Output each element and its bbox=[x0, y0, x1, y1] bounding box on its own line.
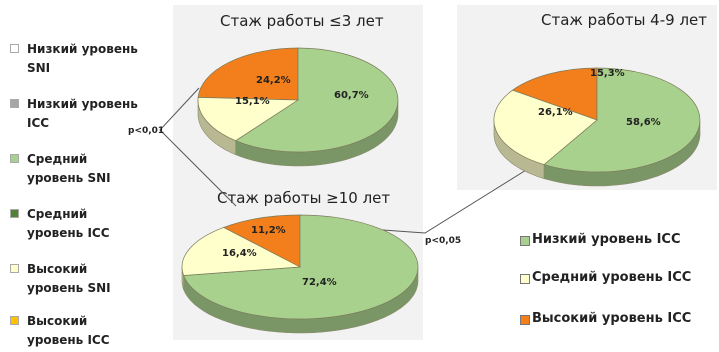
pie-slice-label: 60,7% bbox=[334, 90, 369, 101]
pie-chart-le3: 24,2% 60,7% 15,1% bbox=[197, 47, 399, 167]
pie-slice-label: 15,3% bbox=[590, 68, 625, 79]
pie-slice bbox=[543, 67, 701, 173]
pie-slice bbox=[222, 214, 301, 268]
pie-slice-label: 11,2% bbox=[251, 225, 286, 236]
chart-title-ge10: Стаж работы ≥10 лет bbox=[217, 189, 391, 207]
legend-swatch bbox=[10, 154, 19, 163]
chart-title-4-9: Стаж работы 4-9 лет bbox=[541, 11, 707, 29]
connector-line-le3-ge10 bbox=[159, 87, 237, 207]
legend-swatch bbox=[10, 44, 19, 53]
charts-svg: 24,2% 60,7% 15,1% 15,3% 58,6% 26,1% 11,2% 72,… bbox=[159, 47, 701, 334]
legend-swatch bbox=[520, 315, 530, 325]
pie-slice-label: 16,4% bbox=[222, 248, 257, 259]
legend-label: Средний уровень ICC bbox=[532, 270, 692, 285]
legend-item-high-icc: Высокий уровень ICC bbox=[10, 312, 160, 352]
legend-swatch bbox=[520, 236, 530, 246]
legend-label: Высокий уровень ICC bbox=[27, 314, 110, 347]
pie-slice-label: 24,2% bbox=[256, 75, 291, 86]
legend-item-low-icc: Низкий уровень ICC bbox=[10, 95, 160, 135]
legend-swatch bbox=[10, 209, 19, 218]
legend-swatch bbox=[10, 316, 19, 325]
legend-item-high-sni: Высокий уровень SNI bbox=[10, 260, 160, 300]
pie-slice bbox=[181, 227, 302, 276]
pie-slice-label: 58,6% bbox=[626, 117, 661, 128]
legend-swatch bbox=[10, 99, 19, 108]
legend-label: Низкий уровень ICC bbox=[27, 97, 138, 130]
legend-label: Низкий уровень ICC bbox=[532, 232, 681, 247]
legend-label: Высокий уровень ICC bbox=[532, 311, 692, 326]
legend-item-low-icc: Низкий уровень ICC bbox=[520, 232, 710, 252]
legend-label: Средний уровень SNI bbox=[27, 152, 111, 185]
legend-item-mid-icc: Средний уровень ICC bbox=[10, 205, 160, 245]
legend-swatch bbox=[520, 274, 530, 284]
legend-label: Средний уровень ICC bbox=[27, 207, 110, 240]
legend-item-low-sni: Низкий уровень SNI bbox=[10, 40, 160, 80]
p-value-right: p<0,05 bbox=[425, 236, 462, 246]
legend-item-mid-icc: Средний уровень ICC bbox=[520, 270, 710, 290]
pie-slice bbox=[511, 67, 598, 121]
chart-title-le3: Стаж работы ≤3 лет bbox=[220, 12, 384, 30]
pie-slice-label: 15,1% bbox=[235, 96, 270, 107]
pie-slice bbox=[493, 89, 598, 165]
pie-slice-label: 26,1% bbox=[538, 107, 573, 118]
pie-slice-label: 72,4% bbox=[302, 277, 337, 288]
legend-label: Высокий уровень SNI bbox=[27, 262, 111, 295]
p-value-top: p<0,01 bbox=[128, 126, 165, 136]
legend-item-high-icc: Высокий уровень ICC bbox=[520, 311, 710, 331]
legend-label: Низкий уровень SNI bbox=[27, 42, 138, 75]
pie-chart-4-9: 15,3% 58,6% 26,1% bbox=[493, 67, 701, 187]
pie-slice bbox=[197, 97, 300, 142]
pie-slice bbox=[183, 214, 419, 320]
legend-item-mid-sni: Средний уровень SNI bbox=[10, 150, 160, 190]
legend-swatch bbox=[10, 264, 19, 273]
pie-slice bbox=[197, 47, 299, 101]
pie-slice bbox=[234, 47, 399, 153]
pie-chart-ge10: 11,2% 72,4% 16,4% bbox=[181, 214, 419, 334]
